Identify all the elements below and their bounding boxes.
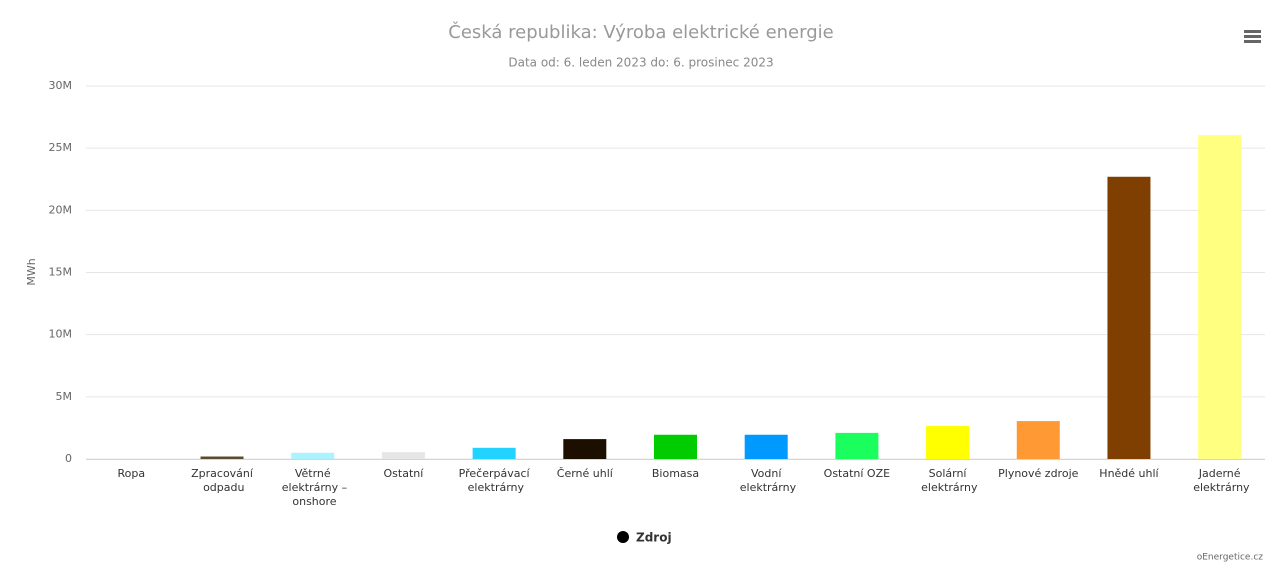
y-axis-label: MWh — [25, 258, 38, 285]
bar — [291, 452, 335, 459]
x-tick-label: Zpracování odpadu — [191, 467, 254, 494]
bar — [835, 432, 879, 459]
legend-label: Zdroj — [636, 531, 672, 545]
x-tick-label: Ropa — [118, 467, 146, 480]
x-tick-label: Vodní elektrárny — [736, 467, 796, 494]
bar — [1107, 176, 1151, 459]
bar — [654, 434, 697, 459]
chart-title: Česká republika: Výroba elektrické energ… — [448, 21, 833, 43]
x-tick-label: Plynové zdroje — [998, 467, 1078, 480]
x-tick-label: Ostatní OZE — [824, 467, 890, 480]
x-tick-label: Solární elektrárny — [918, 467, 978, 494]
x-tick-label: Větrné elektrárny – onshore — [278, 467, 347, 508]
bar — [1016, 421, 1060, 459]
y-tick-label: 5M — [56, 390, 73, 403]
bar — [563, 439, 607, 459]
y-tick-label: 20M — [49, 203, 73, 216]
x-tick-label: Biomasa — [652, 467, 699, 480]
y-tick-label: 0 — [65, 452, 72, 465]
y-tick-label: 30M — [49, 79, 73, 92]
bar — [381, 452, 425, 459]
y-tick-label: 25M — [49, 141, 73, 154]
bar — [926, 426, 970, 459]
bar — [200, 456, 244, 459]
bar — [744, 434, 788, 459]
y-tick-label: 10M — [49, 328, 73, 341]
bar — [1198, 135, 1242, 459]
legend-symbol — [617, 531, 629, 543]
y-tick-label: 15M — [49, 266, 73, 279]
x-tick-label: Hnědé uhlí — [1099, 467, 1159, 480]
credits: oEnergetice.cz — [1197, 553, 1264, 563]
menu-button[interactable] — [1244, 30, 1261, 43]
x-tick-label: Ostatní — [384, 467, 425, 480]
chart-subtitle: Data od: 6. leden 2023 do: 6. prosinec 2… — [508, 56, 773, 70]
bar — [472, 447, 516, 459]
x-tick-label: Černé uhlí — [557, 467, 614, 480]
x-tick-label: Přečerpávací elektrárny — [459, 467, 531, 494]
x-tick-label: Jaderné elektrárny — [1190, 467, 1250, 494]
